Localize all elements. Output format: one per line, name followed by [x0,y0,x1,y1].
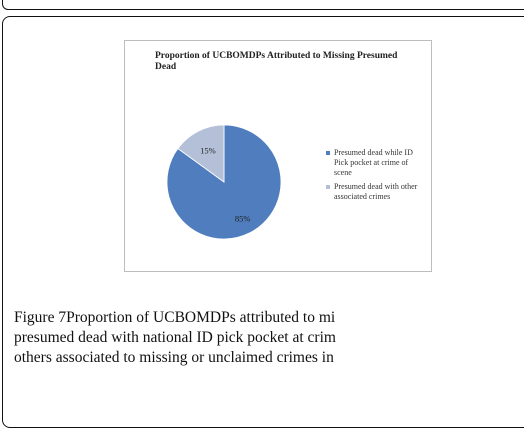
legend-item-0: Presumed dead while ID Pick pocket at cr… [326,148,426,178]
legend-item-1: Presumed dead with other associated crim… [326,182,426,202]
chart-legend: Presumed dead while ID Pick pocket at cr… [326,148,426,206]
pie-label-0: 85% [235,214,251,224]
pie-label-1: 15% [200,146,216,156]
figure-caption: Figure 7Proportion of UCBOMDPs attribute… [14,308,524,368]
legend-label-0: Presumed dead while ID Pick pocket at cr… [334,148,413,177]
legend-swatch-0 [326,151,330,155]
caption-line-1: Figure 7Proportion of UCBOMDPs attribute… [14,309,336,326]
caption-line-3: others associated to missing or unclaime… [14,349,334,366]
pie-chart: 85% 15% [166,124,282,240]
chart-title: Proportion of UCBOMDPs Attributed to Mis… [155,51,398,72]
legend-label-1: Presumed dead with other associated crim… [334,182,418,201]
top-frame [2,0,524,10]
caption-line-2: presumed dead with national ID pick pock… [14,329,336,346]
pie-slice-1 [177,124,225,183]
legend-swatch-1 [326,185,330,189]
